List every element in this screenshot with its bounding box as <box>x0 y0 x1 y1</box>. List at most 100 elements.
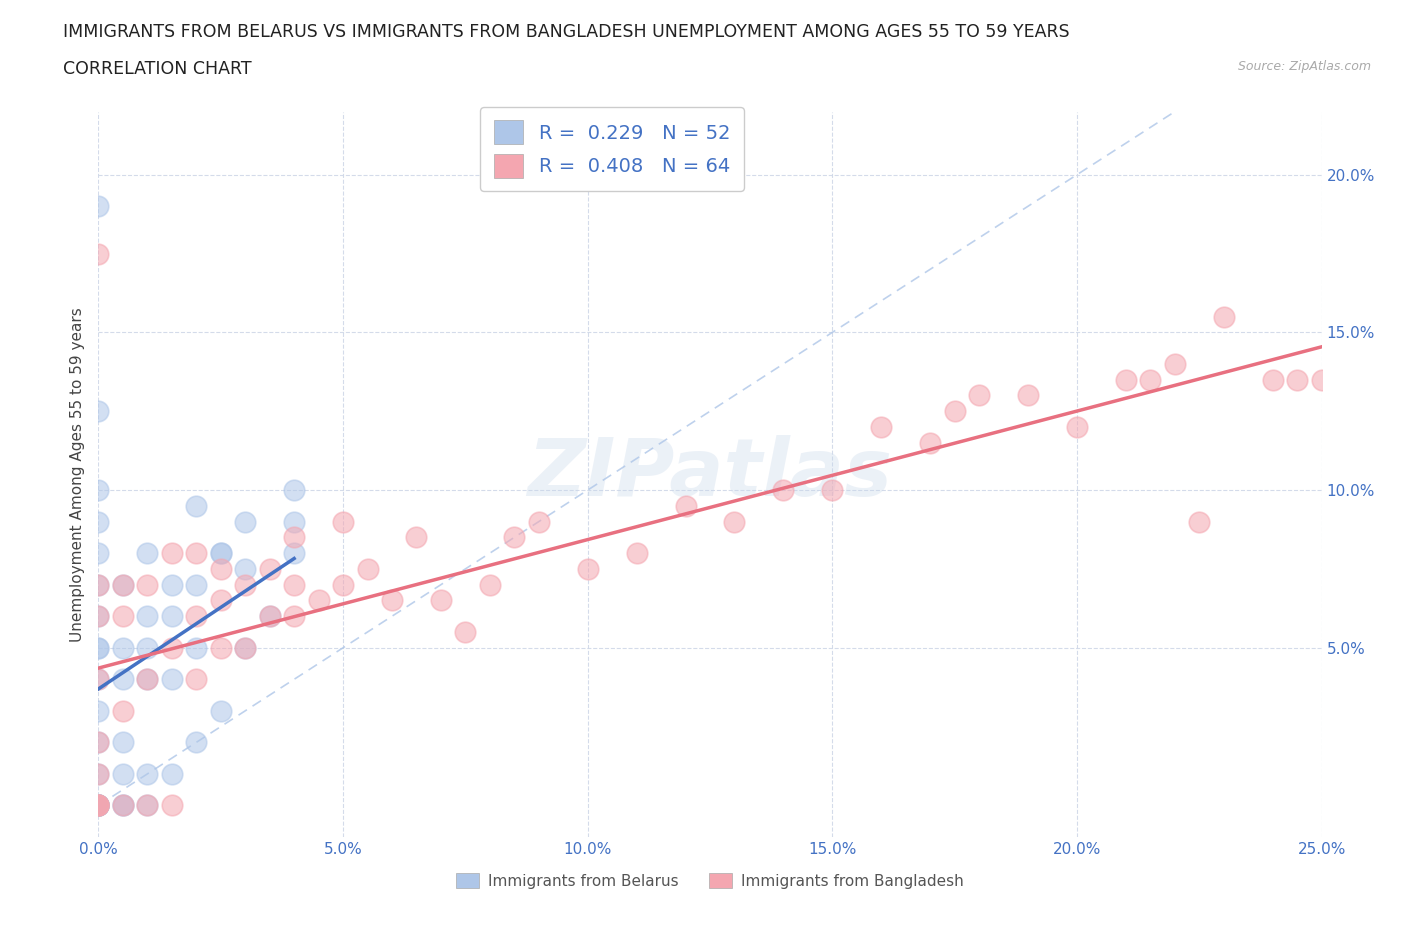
Point <box>186 498 208 513</box>
Point <box>87 798 110 813</box>
Point <box>723 514 745 529</box>
Point <box>111 641 134 656</box>
Point <box>186 609 208 624</box>
Point <box>87 483 110 498</box>
Point <box>87 798 110 813</box>
Point <box>87 798 110 813</box>
Point <box>527 514 550 529</box>
Point <box>136 641 159 656</box>
Point <box>1066 419 1088 434</box>
Point <box>430 593 453 608</box>
Point <box>283 530 305 545</box>
Point <box>111 735 134 750</box>
Point <box>1212 309 1234 324</box>
Point <box>478 578 501 592</box>
Point <box>1310 372 1333 387</box>
Point <box>576 562 599 577</box>
Point <box>87 798 110 813</box>
Point <box>136 546 159 561</box>
Point <box>87 798 110 813</box>
Point <box>87 798 110 813</box>
Point <box>160 546 183 561</box>
Point <box>332 578 354 592</box>
Point <box>332 514 354 529</box>
Point <box>87 798 110 813</box>
Point <box>87 546 110 561</box>
Point <box>87 735 110 750</box>
Point <box>136 671 159 686</box>
Point <box>405 530 427 545</box>
Point <box>136 578 159 592</box>
Point <box>1017 388 1039 403</box>
Point <box>87 641 110 656</box>
Text: Source: ZipAtlas.com: Source: ZipAtlas.com <box>1237 60 1371 73</box>
Point <box>870 419 893 434</box>
Point <box>111 798 134 813</box>
Point <box>233 562 256 577</box>
Point <box>259 609 281 624</box>
Text: ZIPatlas: ZIPatlas <box>527 435 893 513</box>
Point <box>87 641 110 656</box>
Point <box>503 530 526 545</box>
Point <box>233 578 256 592</box>
Y-axis label: Unemployment Among Ages 55 to 59 years: Unemployment Among Ages 55 to 59 years <box>69 307 84 642</box>
Point <box>1164 356 1187 371</box>
Point <box>1188 514 1211 529</box>
Point <box>259 562 281 577</box>
Point <box>160 671 183 686</box>
Point <box>87 609 110 624</box>
Point <box>136 798 159 813</box>
Point <box>821 483 844 498</box>
Point <box>136 671 159 686</box>
Point <box>111 798 134 813</box>
Point <box>87 703 110 718</box>
Point <box>209 593 232 608</box>
Point <box>233 641 256 656</box>
Point <box>87 578 110 592</box>
Point <box>111 703 134 718</box>
Point <box>87 798 110 813</box>
Point <box>283 483 305 498</box>
Point <box>111 798 134 813</box>
Point <box>186 546 208 561</box>
Point <box>87 766 110 781</box>
Point <box>209 562 232 577</box>
Text: CORRELATION CHART: CORRELATION CHART <box>63 60 252 78</box>
Point <box>160 609 183 624</box>
Point <box>308 593 330 608</box>
Point <box>111 578 134 592</box>
Point <box>186 735 208 750</box>
Point <box>233 514 256 529</box>
Point <box>87 199 110 214</box>
Point <box>87 798 110 813</box>
Point <box>283 546 305 561</box>
Point <box>136 609 159 624</box>
Point <box>87 766 110 781</box>
Point <box>1115 372 1137 387</box>
Legend: Immigrants from Belarus, Immigrants from Bangladesh: Immigrants from Belarus, Immigrants from… <box>450 867 970 895</box>
Point <box>209 641 232 656</box>
Point <box>626 546 648 561</box>
Point <box>111 671 134 686</box>
Point <box>111 578 134 592</box>
Point <box>87 735 110 750</box>
Point <box>186 641 208 656</box>
Point <box>1261 372 1284 387</box>
Point <box>209 703 232 718</box>
Point <box>675 498 697 513</box>
Point <box>111 609 134 624</box>
Point <box>87 671 110 686</box>
Point <box>186 671 208 686</box>
Point <box>967 388 990 403</box>
Point <box>87 578 110 592</box>
Point <box>160 641 183 656</box>
Point <box>1286 372 1309 387</box>
Point <box>87 798 110 813</box>
Point <box>136 766 159 781</box>
Point <box>87 609 110 624</box>
Point <box>87 404 110 418</box>
Text: IMMIGRANTS FROM BELARUS VS IMMIGRANTS FROM BANGLADESH UNEMPLOYMENT AMONG AGES 55: IMMIGRANTS FROM BELARUS VS IMMIGRANTS FR… <box>63 23 1070 41</box>
Point <box>160 578 183 592</box>
Point <box>920 435 942 450</box>
Point <box>772 483 794 498</box>
